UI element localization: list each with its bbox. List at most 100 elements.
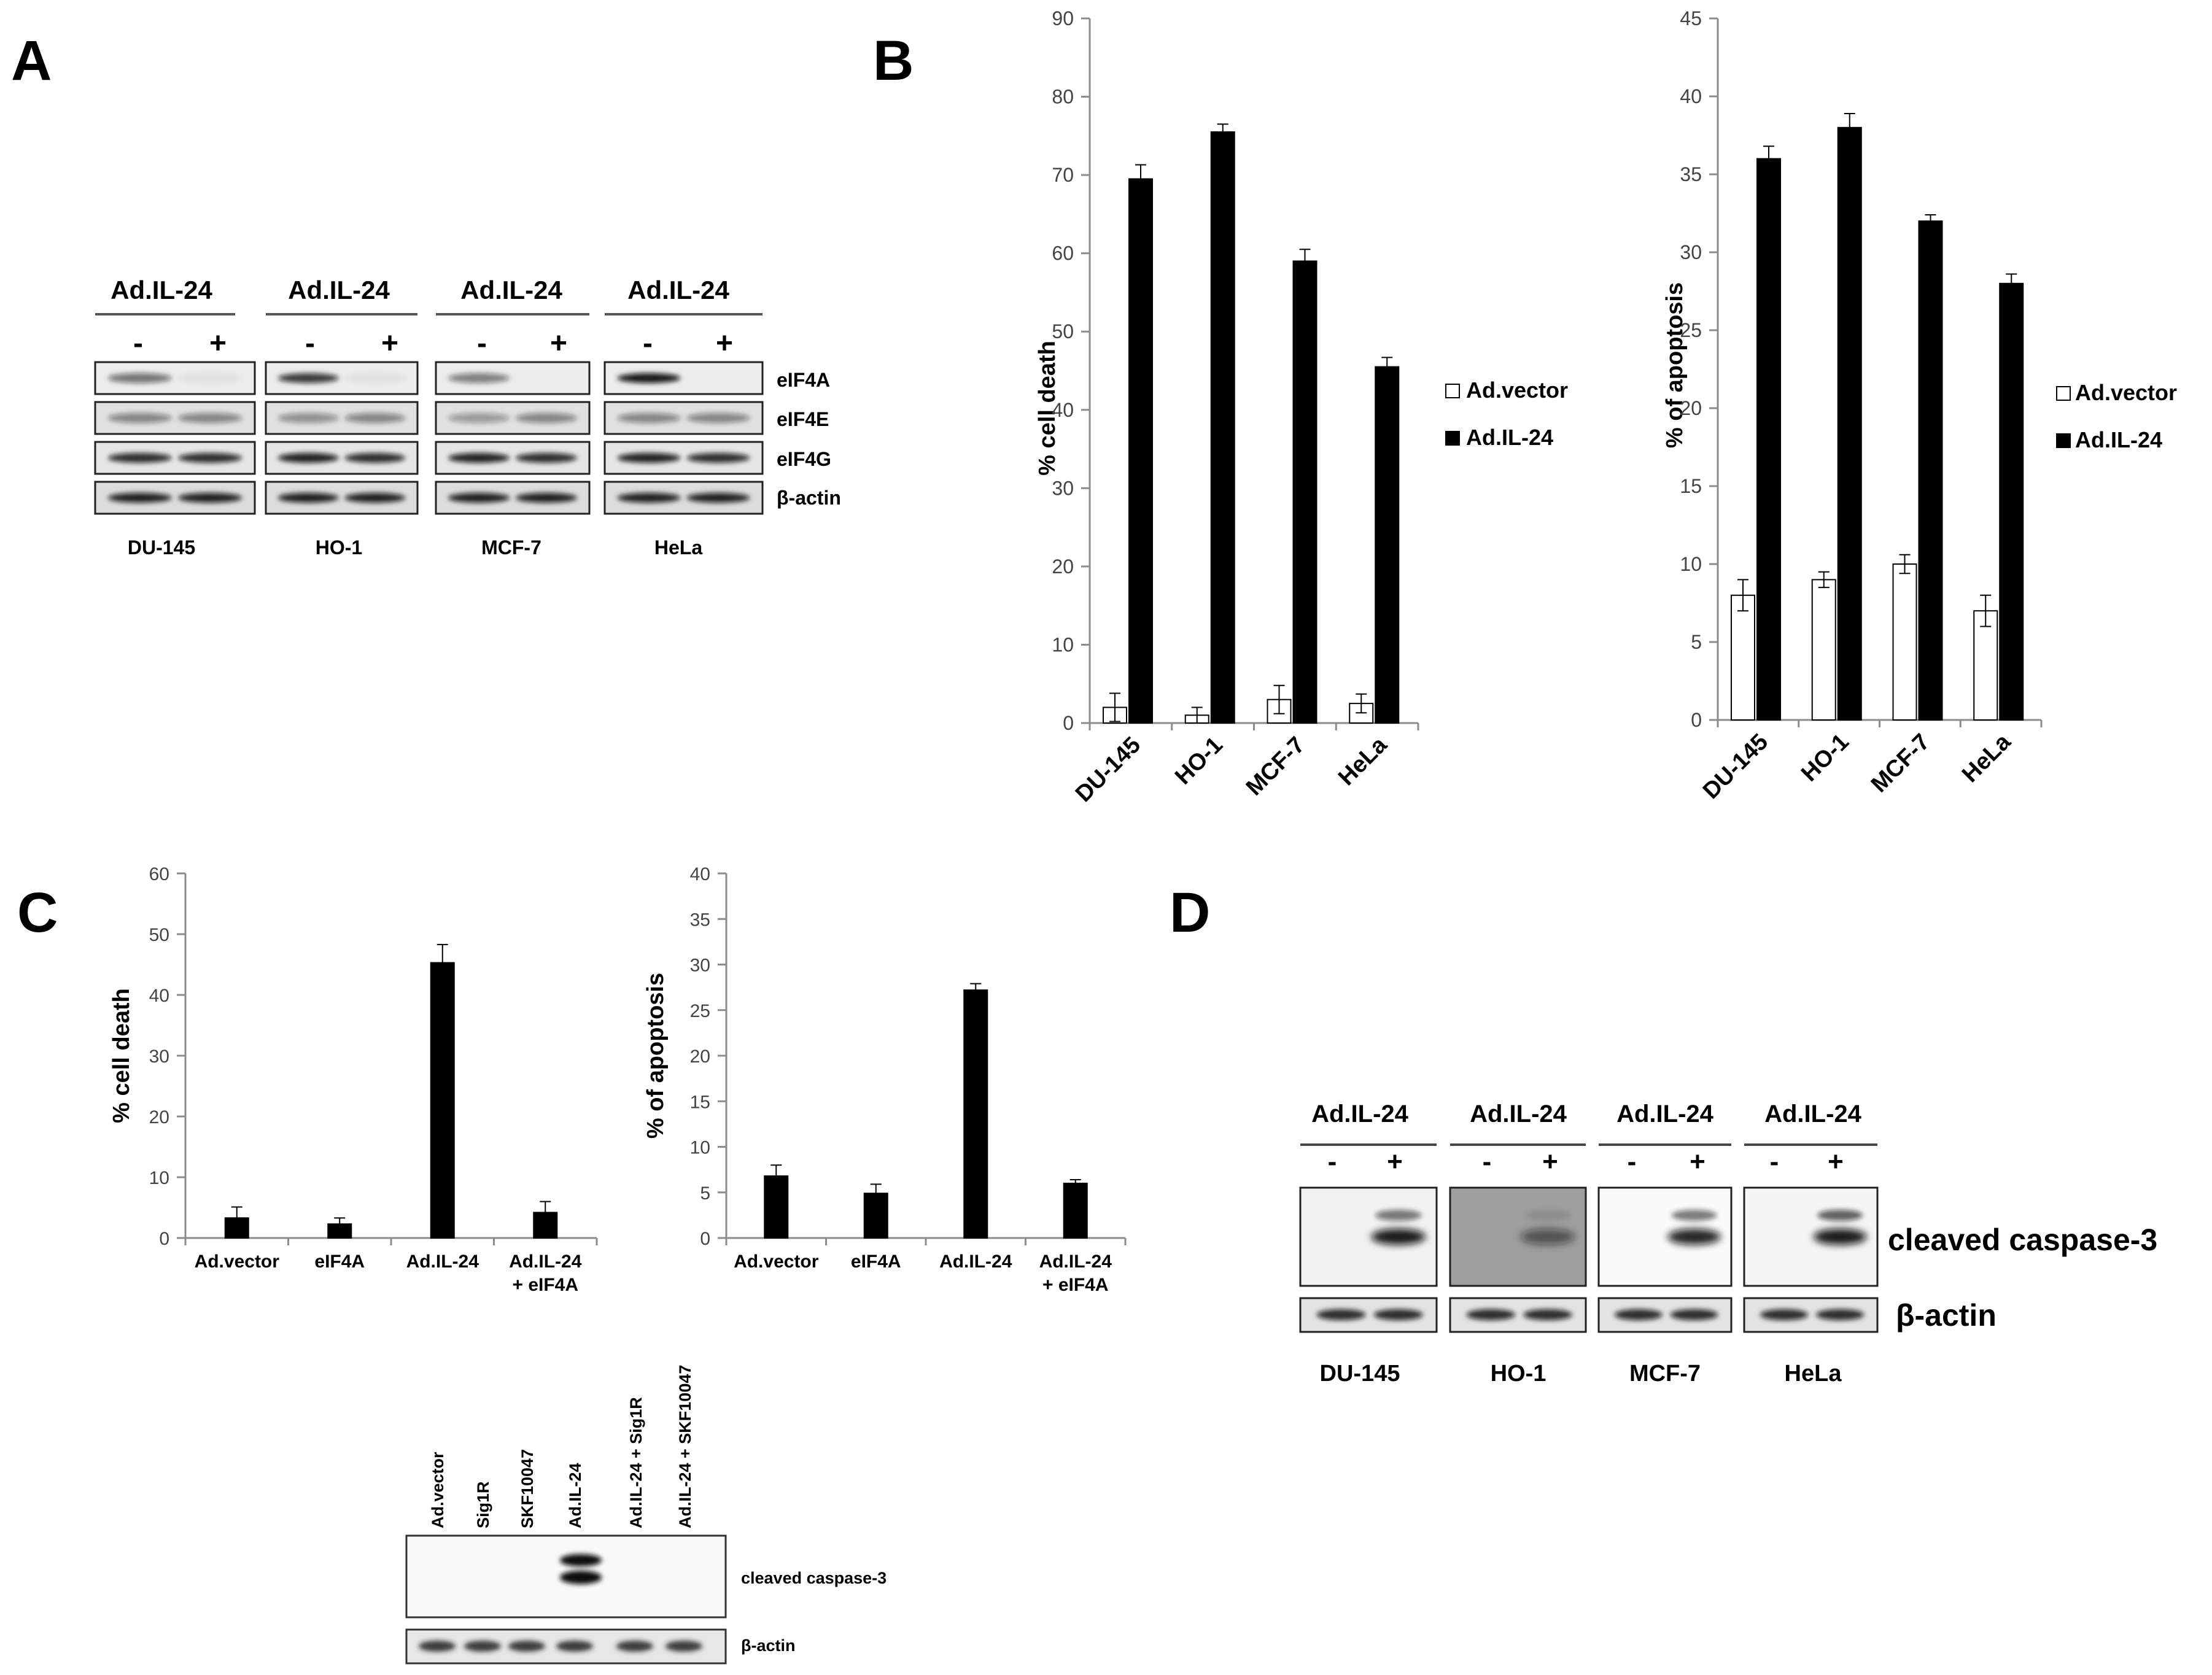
bar-b2-advector-0 [1731, 594, 1755, 721]
legend-b2: Ad.vector Ad.IL-24 [2056, 380, 2177, 452]
error-bar-b1-0-2 [1273, 684, 1285, 714]
d-sign-plus-2: + [1542, 1147, 1558, 1177]
row-label-eif4e: eIF4E [777, 408, 829, 430]
panel-label-c: C [17, 881, 58, 944]
error-bar-b2-0-1 [1818, 571, 1830, 589]
band-d-actin-1-0 [1466, 1309, 1516, 1320]
row-label-d-caspase: cleaved caspase-3 [1888, 1223, 2157, 1257]
error-bar-b1-0-0 [1109, 692, 1120, 722]
row-label-c-caspase: cleaved caspase-3 [741, 1569, 887, 1587]
panel-a-cell-labels: DU-145 HO-1 MCF-7 HeLa [128, 536, 702, 559]
y-tick-label: 60 [149, 864, 169, 884]
panel-label-d: D [1170, 881, 1210, 944]
d-header-mcf7: Ad.IL-24 [1616, 1101, 1714, 1128]
legend-swatch-vector-b1 [1445, 384, 1460, 398]
error-bar-b2-1-0 [1763, 145, 1774, 159]
band-c-actin-5 [666, 1641, 702, 1652]
band-d-actin-3-0 [1760, 1309, 1809, 1320]
error-bar-b2-0-3 [1980, 594, 1992, 627]
sign-minus-3: - [477, 327, 487, 360]
error-bar-b2-1-2 [1925, 214, 1936, 222]
ylabel-c2: % of apoptosis [643, 973, 669, 1139]
x-tick-label: HO-1 [1796, 729, 1854, 787]
x-tick-label: Ad.vector [734, 1251, 819, 1272]
band-d-lower-3 [1813, 1229, 1867, 1245]
y-tick-label: 20 [690, 1046, 710, 1067]
error-bar-c2-0-2 [970, 983, 982, 991]
band-a-2-2-0 [448, 453, 510, 463]
bar-c2-value-3 [1063, 1182, 1088, 1239]
band-a-3-0-1 [178, 493, 243, 503]
y-tick-label: 30 [1680, 241, 1702, 263]
bar-b1-adil24-2 [1292, 260, 1317, 724]
legend-swatch-vector-b2 [2056, 386, 2071, 401]
error-bar-c1-0-3 [540, 1201, 551, 1213]
band-a-3-0-0 [107, 493, 172, 503]
panel-a-headers: Ad.IL-24 Ad.IL-24 Ad.IL-24 Ad.IL-24 - + … [95, 276, 763, 360]
lane-label-il24-skf10047: Ad.IL-24 + SKF10047 [676, 1365, 694, 1528]
band-a-3-3-0 [617, 493, 681, 503]
header-mcf7: Ad.IL-24 [460, 276, 562, 304]
legend-label-il24-b1: Ad.IL-24 [1466, 425, 1553, 450]
d-cell-label-mcf7: MCF-7 [1629, 1361, 1701, 1387]
y-tick-label: 0 [159, 1229, 169, 1249]
bar-b1-adil24-1 [1210, 131, 1235, 724]
band-a-1-2-1 [516, 413, 577, 423]
y-tick-label: 15 [690, 1092, 710, 1112]
x-tick-label: Ad.IL-24 [406, 1251, 479, 1272]
ylabel-b1: % cell death [1034, 341, 1060, 476]
band-a-3-1-1 [344, 493, 406, 503]
band-a-0-0-0 [107, 373, 172, 383]
band-a-2-1-1 [344, 453, 406, 463]
panel-c-actin-bands [419, 1641, 702, 1652]
d-sign-plus-4: + [1828, 1147, 1844, 1177]
band-d-actin-0-1 [1373, 1309, 1423, 1320]
x-tick-label: MCF-7 [1866, 729, 1935, 798]
legend-b1: Ad.vector Ad.IL-24 [1445, 377, 1568, 450]
y-tick-label: 30 [149, 1046, 169, 1067]
bar-b2-adil24-3 [1999, 282, 2024, 721]
band-a-1-3-0 [617, 413, 681, 423]
y-tick-label: 90 [1052, 7, 1074, 29]
error-bar-b1-0-1 [1191, 706, 1203, 724]
x-tick-label: Ad.IL-24 [509, 1251, 582, 1272]
bar-b1-adil24-3 [1375, 366, 1400, 724]
sign-minus-1: - [133, 327, 143, 360]
error-bar-b2-0-0 [1737, 579, 1748, 612]
band-d-upper-0 [1375, 1210, 1422, 1221]
x-tick-label: HO-1 [1170, 732, 1228, 790]
band-d-upper-1 [1524, 1210, 1571, 1221]
band-a-0-1-1 [344, 373, 406, 383]
band-a-0-0-1 [178, 373, 243, 383]
d-cell-label-ho1: HO-1 [1491, 1361, 1546, 1387]
y-tick-label: 35 [1680, 163, 1702, 185]
bar-c1-value-1 [327, 1223, 352, 1239]
bar-c1-value-0 [224, 1217, 249, 1239]
panel-d-headers: Ad.IL-24 Ad.IL-24 Ad.IL-24 Ad.IL-24 - + … [1300, 1101, 1877, 1177]
sign-plus-4: + [716, 327, 733, 360]
sign-plus-2: + [381, 327, 398, 360]
band-a-1-2-0 [448, 413, 510, 423]
row-label-eif4g: eIF4G [777, 448, 831, 470]
bar-c1-value-3 [533, 1212, 558, 1239]
error-bar-c2-0-0 [770, 1164, 782, 1177]
y-tick-label: 40 [1680, 85, 1702, 107]
d-header-du145: Ad.IL-24 [1311, 1101, 1409, 1128]
cell-label-mcf7: MCF-7 [481, 536, 541, 559]
error-bar-b1-0-3 [1356, 693, 1367, 714]
band-c-actin-4 [616, 1641, 653, 1652]
panel-label-a: A [11, 29, 52, 92]
band-c-actin-2 [508, 1641, 545, 1652]
y-tick-label: 45 [1680, 7, 1702, 29]
band-d-actin-0-0 [1316, 1309, 1366, 1320]
band-a-0-3-0 [617, 373, 681, 383]
band-c-actin-1 [464, 1641, 501, 1652]
band-a-3-3-1 [686, 493, 750, 503]
header-ho1: Ad.IL-24 [288, 276, 390, 304]
band-d-upper-3 [1817, 1210, 1863, 1221]
y-tick-label: 10 [149, 1168, 169, 1188]
band-a-0-1-0 [277, 373, 339, 383]
band-a-2-3-0 [617, 453, 681, 463]
bar-c2-value-0 [764, 1175, 789, 1239]
band-a-2-0-1 [178, 453, 243, 463]
